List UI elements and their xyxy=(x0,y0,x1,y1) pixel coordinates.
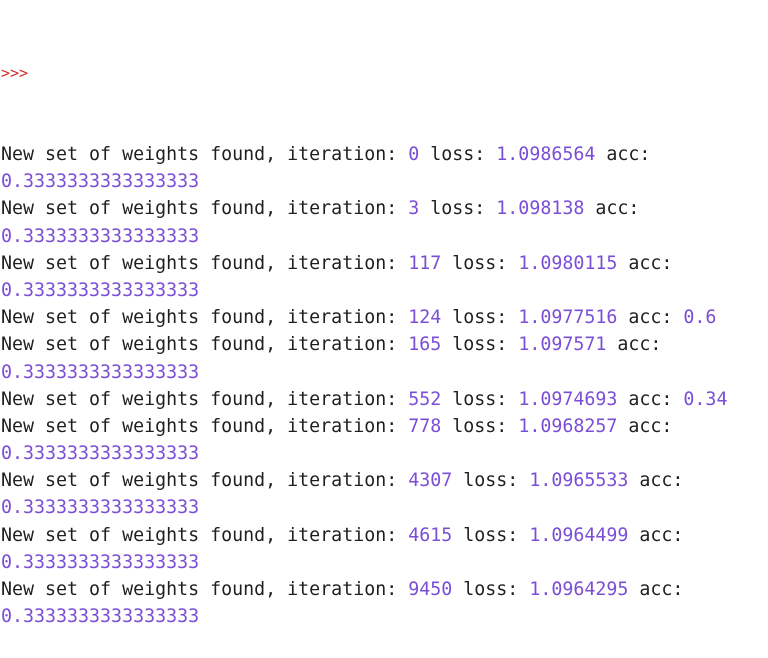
iteration-number: 9450 xyxy=(408,579,453,600)
acc-label: acc: xyxy=(628,470,684,492)
weights-found-line: New set of weights found, iteration: 117… xyxy=(1,250,768,277)
loss-value: 1.0965533 xyxy=(529,470,629,492)
weights-found-line: New set of weights found, iteration: 778… xyxy=(1,413,768,440)
loss-label: loss: xyxy=(419,144,497,165)
loss-label: loss: xyxy=(441,334,519,356)
accuracy-value: 0.34 xyxy=(683,388,728,410)
loss-value: 1.0968257 xyxy=(518,415,618,437)
line-prefix-text: New set of weights found, iteration: xyxy=(1,334,409,356)
accuracy-value: 0.3333333333333333 xyxy=(1,606,200,628)
iteration-number: 4307 xyxy=(408,470,453,492)
line-prefix-text: New set of weights found, iteration: xyxy=(1,470,409,492)
loss-value: 1.0974693 xyxy=(518,388,618,410)
iteration-number: 165 xyxy=(408,334,442,356)
loss-value: 1.098138 xyxy=(496,198,585,220)
shell-prompt: >>> xyxy=(1,64,29,83)
acc-label: acc: xyxy=(617,307,684,329)
line-prefix-text: New set of weights found, iteration: xyxy=(1,198,409,220)
line-prefix-text: New set of weights found, iteration: xyxy=(1,415,409,437)
iteration-number: 0 xyxy=(408,144,420,165)
accuracy-continuation-line: 0.3333333333333333 xyxy=(1,359,768,386)
loss-label: loss: xyxy=(441,388,519,410)
accuracy-continuation-line: 0.3333333333333333 xyxy=(1,223,768,250)
acc-label: acc: xyxy=(584,198,640,220)
weights-found-line: New set of weights found, iteration: 552… xyxy=(1,386,768,413)
line-prefix-text: New set of weights found, iteration: xyxy=(1,388,409,410)
iteration-number: 552 xyxy=(408,388,442,410)
accuracy-value: 0.3333333333333333 xyxy=(1,551,200,573)
iteration-number: 117 xyxy=(408,252,442,274)
accuracy-value: 0.3333333333333333 xyxy=(1,361,200,383)
acc-label: acc: xyxy=(628,579,684,600)
accuracy-value: 0.3333333333333333 xyxy=(1,497,200,519)
loss-label: loss: xyxy=(441,307,519,329)
line-prefix-text: New set of weights found, iteration: xyxy=(1,579,409,600)
weights-found-line: New set of weights found, iteration: 3 l… xyxy=(1,195,768,222)
iteration-number: 778 xyxy=(408,415,442,437)
acc-label: acc: xyxy=(617,388,684,410)
weights-found-line: New set of weights found, iteration: 430… xyxy=(1,467,768,494)
accuracy-value: 0.6 xyxy=(683,307,717,329)
loss-label: loss: xyxy=(419,198,497,220)
acc-label: acc: xyxy=(606,334,662,356)
loss-label: loss: xyxy=(452,524,530,546)
accuracy-continuation-line: 0.3333333333333333 xyxy=(1,168,768,195)
loss-label: loss: xyxy=(452,470,530,492)
python-shell-output: >>> New set of weights found, iteration:… xyxy=(1,5,768,658)
accuracy-value: 0.3333333333333333 xyxy=(1,279,200,301)
loss-value: 1.0964499 xyxy=(529,524,629,546)
acc-label: acc: xyxy=(628,524,684,546)
loss-value: 1.0964295 xyxy=(529,579,629,600)
accuracy-continuation-line: 0.3333333333333333 xyxy=(1,549,768,576)
weights-found-line: New set of weights found, iteration: 165… xyxy=(1,331,768,358)
accuracy-continuation-line: 0.3333333333333333 xyxy=(1,494,768,521)
weights-found-line: New set of weights found, iteration: 945… xyxy=(1,576,768,603)
weights-found-line: New set of weights found, iteration: 0 l… xyxy=(1,141,768,168)
acc-label: acc: xyxy=(595,144,651,165)
weights-found-line: New set of weights found, iteration: 124… xyxy=(1,304,768,331)
loss-value: 1.0980115 xyxy=(518,252,618,274)
prompt-line: >>> xyxy=(1,59,768,86)
iteration-number: 4615 xyxy=(408,524,453,546)
accuracy-value: 0.3333333333333333 xyxy=(1,225,200,247)
line-prefix-text: New set of weights found, iteration: xyxy=(1,307,409,329)
accuracy-value: 0.3333333333333333 xyxy=(1,443,200,465)
accuracy-value: 0.3333333333333333 xyxy=(1,171,200,193)
output-lines: New set of weights found, iteration: 0 l… xyxy=(1,141,768,630)
loss-label: loss: xyxy=(441,252,519,274)
accuracy-continuation-line: 0.3333333333333333 xyxy=(1,440,768,467)
loss-label: loss: xyxy=(452,579,530,600)
acc-label: acc: xyxy=(617,415,673,437)
accuracy-continuation-line: 0.3333333333333333 xyxy=(1,277,768,304)
line-prefix-text: New set of weights found, iteration: xyxy=(1,252,409,274)
iteration-number: 124 xyxy=(408,307,442,329)
loss-value: 1.0986564 xyxy=(496,144,596,165)
loss-value: 1.0977516 xyxy=(518,307,618,329)
line-prefix-text: New set of weights found, iteration: xyxy=(1,144,409,165)
loss-value: 1.097571 xyxy=(518,334,607,356)
acc-label: acc: xyxy=(617,252,673,274)
line-prefix-text: New set of weights found, iteration: xyxy=(1,524,409,546)
accuracy-continuation-line: 0.3333333333333333 xyxy=(1,603,768,630)
loss-label: loss: xyxy=(441,415,519,437)
weights-found-line: New set of weights found, iteration: 461… xyxy=(1,522,768,549)
iteration-number: 3 xyxy=(408,198,420,220)
